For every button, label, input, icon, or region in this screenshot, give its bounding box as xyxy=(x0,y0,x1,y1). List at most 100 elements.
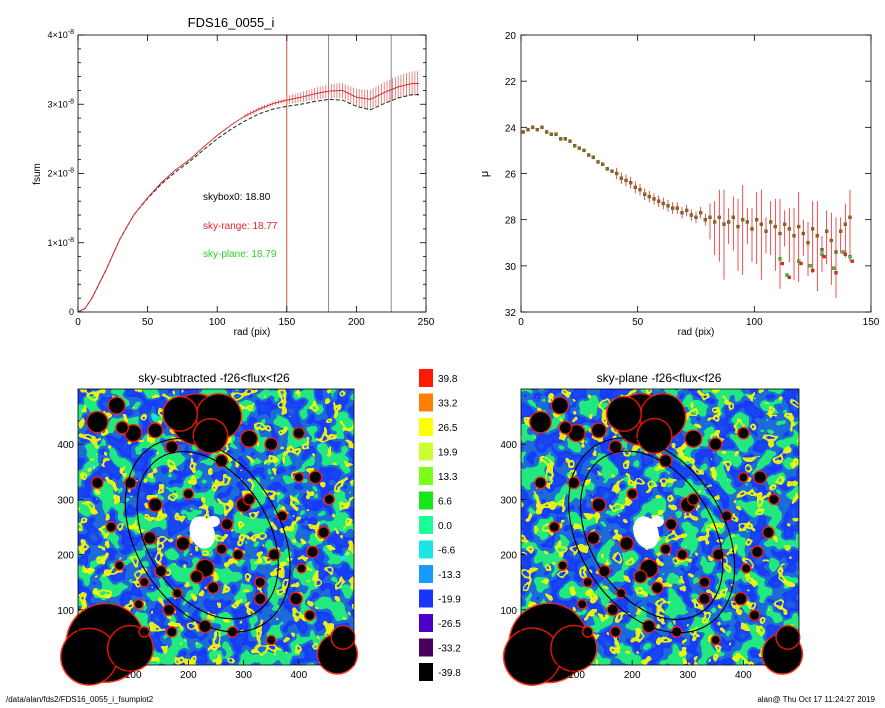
mu-data-point xyxy=(825,229,829,233)
mu-data-point xyxy=(822,254,826,259)
colorbar-label: -13.3 xyxy=(438,570,461,581)
mu-data-point xyxy=(787,275,791,280)
y-tick-label: 22 xyxy=(505,77,517,88)
x-tick-label: 400 xyxy=(735,670,752,681)
mu-data-point xyxy=(755,218,759,222)
masked-source xyxy=(530,412,551,433)
colorbar-swatch xyxy=(419,614,433,632)
mu-data-point xyxy=(624,178,628,183)
x-tick-label: 50 xyxy=(632,317,644,328)
x-tick-label: 300 xyxy=(235,670,252,681)
outer-aperture-ellipse xyxy=(568,437,736,634)
mu-data-point xyxy=(675,206,679,210)
colorbar-label: 26.5 xyxy=(438,423,458,434)
mu-data-point xyxy=(797,224,801,229)
masked-source xyxy=(106,522,116,532)
mu-data-point xyxy=(811,268,815,273)
masked-source xyxy=(769,494,779,504)
colorbar-swatch xyxy=(419,663,433,681)
masked-source xyxy=(738,428,749,439)
x-tick-label: 100 xyxy=(568,670,585,681)
masked-source xyxy=(163,397,197,431)
masked-source xyxy=(739,473,748,482)
masked-source xyxy=(199,620,211,632)
inner-aperture-ellipse xyxy=(580,450,724,621)
mu-data-point xyxy=(841,250,845,254)
masked-source xyxy=(587,532,599,544)
colorbar-swatch xyxy=(419,418,433,436)
masked-source xyxy=(637,419,672,453)
mu-data-point xyxy=(526,127,530,132)
masked-source xyxy=(176,537,189,550)
masked-source xyxy=(627,489,637,499)
mu-data-point xyxy=(829,238,833,243)
y-tick-label: 0 xyxy=(511,661,517,672)
mu-data-point xyxy=(573,144,577,148)
masked-source xyxy=(241,430,257,447)
fsum-xlabel: rad (pix) xyxy=(234,327,271,338)
colorbar-label: 0.0 xyxy=(438,521,452,532)
colorbar-label: 39.8 xyxy=(438,374,458,385)
mu-data-point xyxy=(657,199,661,203)
y-tick-label: 400 xyxy=(57,440,74,451)
masked-source xyxy=(324,494,334,504)
mu-data-point xyxy=(773,224,777,229)
mu-data-point xyxy=(727,220,731,224)
masked-source xyxy=(752,546,763,557)
mu-data-point xyxy=(685,208,689,213)
mu-data-point xyxy=(568,139,572,143)
mu-data-point xyxy=(671,206,675,210)
mu-data-point xyxy=(806,241,810,245)
masked-source xyxy=(149,498,162,511)
mu-data-point xyxy=(850,259,854,263)
mu-ylabel: μ xyxy=(479,171,491,177)
masked-source xyxy=(216,455,228,467)
masked-source xyxy=(267,636,276,645)
mu-data-point xyxy=(792,234,796,238)
mu-data-point xyxy=(605,167,609,171)
fsum-series-line xyxy=(77,94,419,313)
masked-source xyxy=(620,537,633,550)
masked-source xyxy=(140,578,149,587)
mu-data-point xyxy=(713,220,717,224)
masked-source xyxy=(331,626,354,649)
y-tick-label: 200 xyxy=(57,551,74,562)
masked-source xyxy=(611,627,620,637)
annotation-skybox0: skybox0: 18.80 xyxy=(203,192,271,203)
x-tick-label: 50 xyxy=(142,317,154,328)
mu-data-point xyxy=(808,264,812,268)
colorbar-label: 19.9 xyxy=(438,448,458,459)
x-tick-label: 300 xyxy=(679,670,696,681)
masked-source xyxy=(167,627,177,637)
mu-data-point xyxy=(652,197,656,201)
mu-data-point xyxy=(801,231,805,236)
masked-source xyxy=(244,494,255,505)
masked-source xyxy=(148,423,162,438)
mu-data-point xyxy=(615,171,619,176)
saturated-core xyxy=(206,515,220,527)
masked-source xyxy=(677,550,687,560)
mu-data-point xyxy=(531,125,535,129)
inner-aperture-ellipse xyxy=(136,451,279,620)
mu-data-point xyxy=(647,194,651,199)
x-tick-label: 0 xyxy=(75,670,81,681)
x-tick-label: 0 xyxy=(75,317,81,328)
mu-profile-panel: 0 50 100 150 20 22 24 26 28 30 32 rad (pix) μ xyxy=(479,31,880,338)
masked-source xyxy=(742,564,751,573)
mu-data-point xyxy=(780,261,784,266)
mu-data-point xyxy=(661,201,665,206)
colorbar-swatch xyxy=(419,442,433,461)
fsum-series-line xyxy=(77,83,419,313)
mu-data-point xyxy=(703,218,707,222)
mu-data-point xyxy=(787,227,791,231)
masked-source xyxy=(672,627,682,637)
masked-source xyxy=(634,571,647,583)
masked-source xyxy=(115,561,124,570)
mu-data-point xyxy=(839,229,843,233)
fsum-plot-frame xyxy=(77,34,427,313)
masked-source xyxy=(592,498,605,512)
masked-source xyxy=(144,532,156,544)
colorbar-swatch xyxy=(419,540,433,559)
sky-plane-title: sky-plane -f26<flux<f26 xyxy=(597,371,722,385)
colorbar-swatch xyxy=(419,589,433,608)
